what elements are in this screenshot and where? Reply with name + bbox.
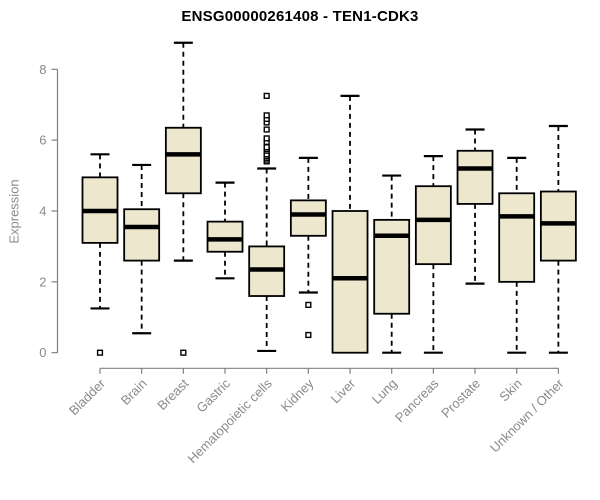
boxplot-skin — [498, 156, 536, 354]
boxplot-hematopoietic-cells — [248, 92, 286, 353]
boxplot-pancreas — [414, 154, 452, 354]
x-tick-label-prostate: Prostate — [438, 376, 483, 421]
boxplot-lung — [373, 174, 411, 354]
outlier-point — [96, 349, 104, 356]
boxplot-kidney — [289, 156, 327, 339]
chart-title: ENSG00000261408 - TEN1-CDK3 — [181, 8, 419, 25]
x-tick-label-pancreas: Pancreas — [392, 375, 442, 425]
outlier-point — [263, 92, 270, 99]
x-tick-label-liver: Liver — [328, 375, 359, 406]
outlier-point — [263, 126, 270, 133]
x-tick-label-gastric: Gastric — [193, 375, 233, 415]
y-tick-label: 4 — [39, 204, 46, 219]
boxplot-unknown-other — [539, 124, 577, 354]
x-tick-label-bladder: Bladder — [66, 375, 109, 418]
outlier-point — [263, 112, 270, 119]
boxplot-breast — [164, 41, 202, 356]
y-tick-label: 8 — [39, 62, 46, 77]
x-tick-label-brain: Brain — [118, 376, 150, 408]
boxplot-prostate — [456, 128, 494, 285]
outlier-point — [180, 349, 187, 356]
boxplot-liver — [331, 94, 369, 354]
iqr-box — [289, 199, 327, 237]
outlier-point — [263, 144, 270, 151]
y-axis: 0 2 4 6 8 — [39, 62, 59, 360]
x-tick-label-breast: Breast — [154, 376, 191, 413]
x-tick-label-skin: Skin — [496, 376, 524, 404]
iqr-box — [414, 185, 452, 266]
x-tick-label-unknown-other: Unknown / Other — [487, 375, 567, 455]
boxplot-brain — [123, 163, 161, 335]
iqr-box — [331, 210, 369, 354]
x-tick-label-kidney: Kidney — [278, 375, 317, 414]
iqr-box — [539, 190, 577, 262]
iqr-box — [123, 208, 161, 262]
boxplot-gastric — [206, 181, 244, 280]
y-tick-label: 6 — [39, 133, 46, 148]
iqr-box — [206, 220, 244, 253]
outlier-point — [305, 301, 312, 308]
outlier-point — [263, 135, 270, 142]
boxplot-bladder — [81, 153, 119, 356]
iqr-box — [164, 126, 202, 195]
iqr-box — [456, 149, 494, 205]
x-tick-label-lung: Lung — [369, 376, 400, 407]
y-tick-label: 0 — [39, 345, 46, 360]
y-tick-label: 2 — [39, 274, 46, 289]
iqr-box — [498, 192, 536, 283]
outlier-point — [305, 331, 312, 339]
